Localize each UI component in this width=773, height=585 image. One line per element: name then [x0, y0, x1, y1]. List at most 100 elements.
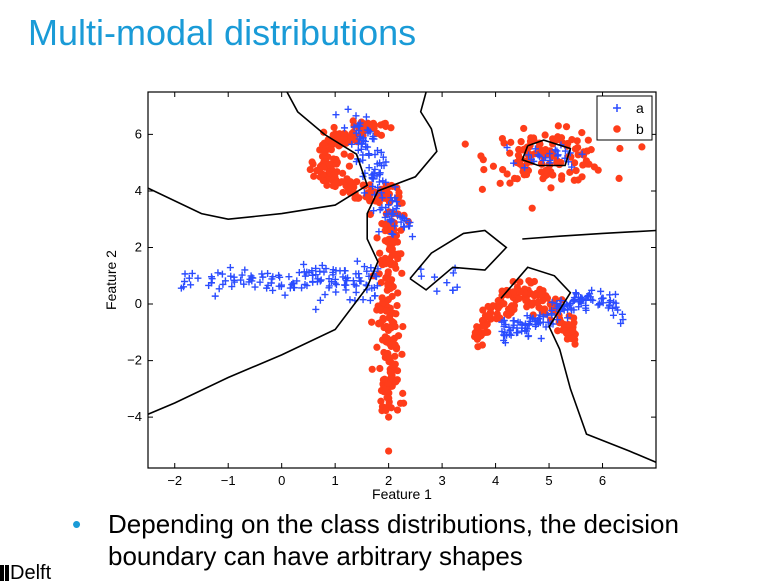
point-a: [598, 295, 606, 303]
point-b: [332, 155, 340, 164]
point-b: [399, 322, 407, 331]
point-a: [276, 273, 284, 281]
point-a: [241, 266, 249, 274]
point-a: [221, 277, 229, 285]
logo-bar-icon: [5, 565, 9, 581]
point-a: [295, 269, 303, 277]
point-a: [211, 292, 219, 300]
point-a: [443, 279, 451, 287]
point-b: [528, 204, 536, 212]
point-a: [524, 325, 532, 333]
point-b: [503, 170, 511, 178]
point-b: [368, 318, 376, 326]
x-axis-label: Feature 1: [372, 486, 432, 502]
point-a: [325, 275, 333, 283]
point-a: [388, 230, 396, 238]
point-b: [377, 278, 385, 287]
point-a: [365, 150, 373, 158]
point-a: [321, 291, 329, 299]
decision-boundary-curve: [409, 229, 508, 291]
point-b: [570, 176, 578, 184]
point-a: [332, 281, 340, 289]
decision-boundary-curve: [522, 229, 656, 240]
point-b: [377, 397, 385, 405]
decision-boundary-curve: [148, 92, 438, 416]
point-a: [599, 294, 607, 302]
point-a: [226, 264, 234, 272]
point-a: [322, 265, 330, 273]
y-tick-label: 2: [135, 239, 142, 254]
point-a: [375, 178, 383, 186]
point-b: [506, 179, 514, 187]
point-a: [312, 305, 320, 313]
point-a: [362, 113, 370, 121]
point-a: [300, 260, 308, 268]
point-a: [553, 304, 561, 312]
point-a: [400, 223, 408, 231]
point-b: [348, 129, 356, 137]
point-a: [187, 281, 195, 289]
point-a: [230, 273, 238, 281]
point-a: [332, 288, 340, 296]
point-a: [352, 288, 360, 296]
point-b: [397, 226, 405, 234]
point-b: [507, 138, 515, 146]
point-a: [256, 278, 264, 286]
point-a: [356, 133, 364, 141]
point-b: [386, 354, 394, 362]
decision-boundary-curve: [521, 139, 572, 167]
point-a: [564, 314, 572, 322]
point-a: [289, 279, 297, 287]
point-a: [312, 271, 320, 279]
point-b: [338, 178, 346, 186]
x-tick-label: 1: [332, 473, 339, 488]
tu-delft-logo: Delft: [0, 562, 51, 585]
point-a: [359, 296, 367, 304]
point-b: [558, 296, 566, 304]
point-a: [219, 280, 227, 288]
point-b: [385, 258, 394, 266]
point-b: [509, 288, 518, 296]
point-a: [360, 189, 368, 197]
x-tick-label: 0: [278, 473, 285, 488]
point-a: [354, 121, 362, 129]
point-b: [557, 134, 566, 142]
point-a: [557, 297, 565, 305]
point-b: [569, 327, 577, 335]
point-b: [571, 145, 580, 153]
point-b: [542, 166, 550, 175]
point-b: [547, 184, 555, 192]
y-axis-label: Feature 2: [103, 250, 119, 310]
point-b: [325, 160, 333, 168]
point-b: [498, 134, 506, 143]
point-a: [177, 284, 185, 292]
bullet-text: • Depending on the class distributions, …: [72, 508, 758, 572]
point-a: [548, 298, 556, 306]
point-a: [181, 270, 189, 278]
point-b: [321, 148, 329, 156]
y-tick-label: 4: [135, 183, 142, 198]
point-b: [387, 276, 396, 284]
point-a: [377, 189, 385, 197]
point-b: [584, 136, 592, 144]
point-a: [314, 275, 322, 283]
point-a: [360, 136, 368, 144]
point-b: [461, 140, 469, 148]
point-a: [288, 281, 296, 289]
point-a: [237, 276, 245, 284]
point-a: [366, 296, 374, 304]
point-b: [377, 121, 385, 129]
point-b: [572, 167, 580, 175]
point-b: [616, 144, 624, 153]
point-b: [553, 157, 561, 165]
bullet-dot-icon: •: [72, 509, 82, 539]
point-b: [478, 185, 486, 193]
point-a: [367, 264, 375, 272]
point-a: [551, 146, 559, 154]
point-a: [609, 311, 617, 319]
point-b: [390, 319, 398, 327]
point-a: [371, 292, 379, 300]
x-tick-label: −2: [167, 473, 182, 488]
point-b: [379, 336, 387, 344]
point-b: [549, 171, 557, 179]
